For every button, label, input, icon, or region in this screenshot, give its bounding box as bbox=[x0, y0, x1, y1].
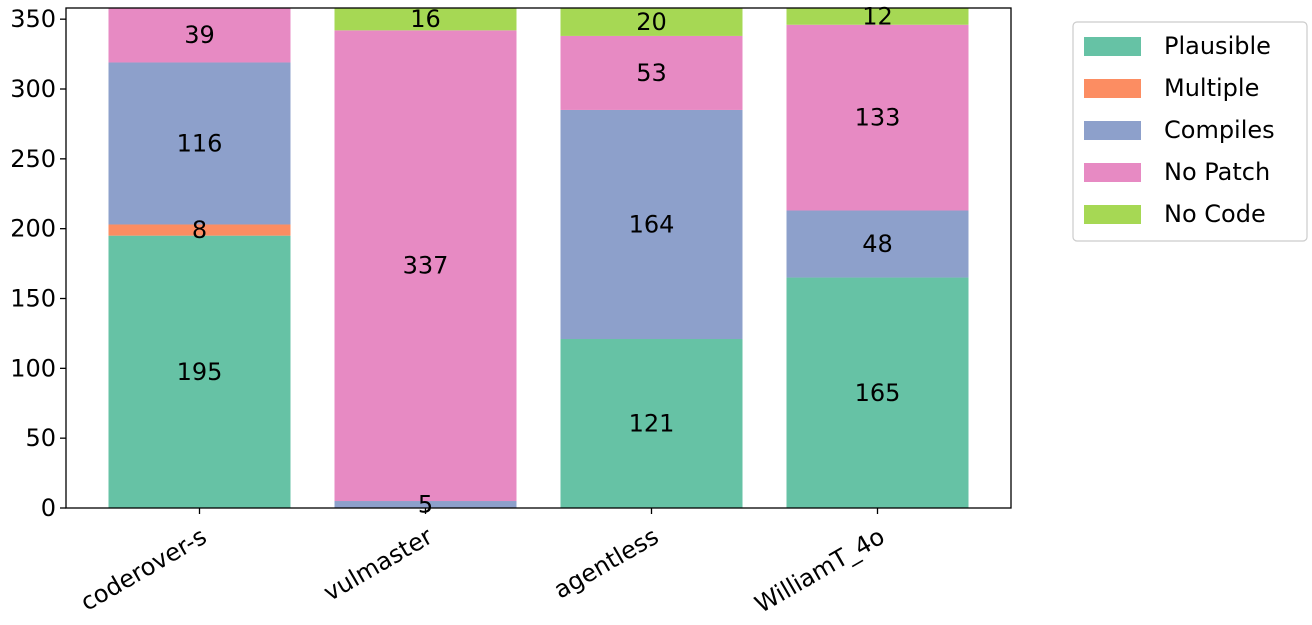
bar-value-label: 133 bbox=[855, 104, 901, 132]
bar-plausible-coderover-s bbox=[108, 235, 291, 508]
bar-value-label: 48 bbox=[862, 230, 893, 258]
y-axis: 0 50 100 150 200 250 300 350 bbox=[10, 5, 66, 522]
bar-value-label: 20 bbox=[636, 8, 667, 36]
y-tick-label: 350 bbox=[10, 5, 56, 33]
bar-value-label: 337 bbox=[403, 252, 449, 280]
bar-value-label: 5 bbox=[418, 491, 433, 519]
y-tick-label: 100 bbox=[10, 354, 56, 382]
y-tick-label: 200 bbox=[10, 215, 56, 243]
bar-value-label: 16 bbox=[410, 5, 441, 33]
bar-no-code-vulmaster bbox=[334, 8, 517, 31]
bar-value-label: 53 bbox=[636, 59, 667, 87]
x-tick-label: coderover-s bbox=[76, 522, 212, 616]
y-tick-label: 0 bbox=[41, 494, 56, 522]
bar-compiles-williamt-4o bbox=[786, 210, 969, 278]
bar-no-patch-coderover-s bbox=[108, 8, 291, 63]
y-tick-label: 300 bbox=[10, 75, 56, 103]
bar-value-label: 121 bbox=[629, 410, 675, 438]
bar-plausible-williamt-4o bbox=[786, 277, 969, 508]
legend-box bbox=[1072, 21, 1308, 242]
bar-compiles-agentless bbox=[560, 109, 743, 340]
plot-frame bbox=[65, 7, 1012, 509]
bar-value-label: 8 bbox=[192, 216, 207, 244]
legend-swatch bbox=[1084, 121, 1141, 140]
x-axis: coderover-s vulmaster agentless WilliamT_4o bbox=[76, 508, 889, 619]
y-tick-label: 150 bbox=[10, 285, 56, 313]
bar-no-patch-vulmaster bbox=[334, 30, 517, 502]
bar-value-label: 12 bbox=[862, 2, 893, 30]
legend-swatch bbox=[1084, 163, 1141, 182]
bar-compiles-coderover-s bbox=[108, 62, 291, 225]
bar-compiles-vulmaster bbox=[334, 501, 517, 508]
legend-entry-label: No Patch bbox=[1164, 158, 1270, 186]
y-tick-label: 50 bbox=[25, 424, 56, 452]
bar-plausible-agentless bbox=[560, 339, 743, 508]
bar-value-label: 165 bbox=[855, 379, 901, 407]
legend-swatch bbox=[1084, 37, 1141, 56]
bar-value-label: 195 bbox=[177, 358, 223, 386]
legend-swatch bbox=[1084, 205, 1141, 224]
legend-entry-label: Compiles bbox=[1164, 116, 1275, 144]
x-tick-label: agentless bbox=[549, 522, 663, 604]
bar-multiple-coderover-s bbox=[108, 224, 291, 236]
legend-swatch bbox=[1084, 79, 1141, 98]
bar-no-code-williamt-4o bbox=[786, 8, 969, 25]
bar-no-patch-williamt-4o bbox=[786, 24, 969, 211]
bar-value-label: 39 bbox=[184, 21, 215, 49]
legend: Plausible Multiple Compiles No Patch No Code bbox=[1072, 21, 1308, 242]
y-tick-label: 250 bbox=[10, 145, 56, 173]
bar-value-label: 116 bbox=[177, 129, 223, 157]
legend-entry-label: Plausible bbox=[1164, 32, 1271, 60]
bar-no-code-agentless bbox=[560, 8, 743, 36]
legend-entry-label: Multiple bbox=[1164, 74, 1259, 102]
x-tick-label: vulmaster bbox=[319, 522, 438, 607]
bars-layer bbox=[108, 8, 969, 508]
bar-no-patch-agentless bbox=[560, 35, 743, 110]
bar-labels-layer: 195 8 116 39 5 337 16 121 164 53 20 165 48 133 12 bbox=[177, 2, 901, 518]
x-tick-label: WilliamT_4o bbox=[750, 522, 889, 619]
bar-value-label: 164 bbox=[629, 210, 675, 238]
legend-entry-label: No Code bbox=[1164, 200, 1266, 228]
